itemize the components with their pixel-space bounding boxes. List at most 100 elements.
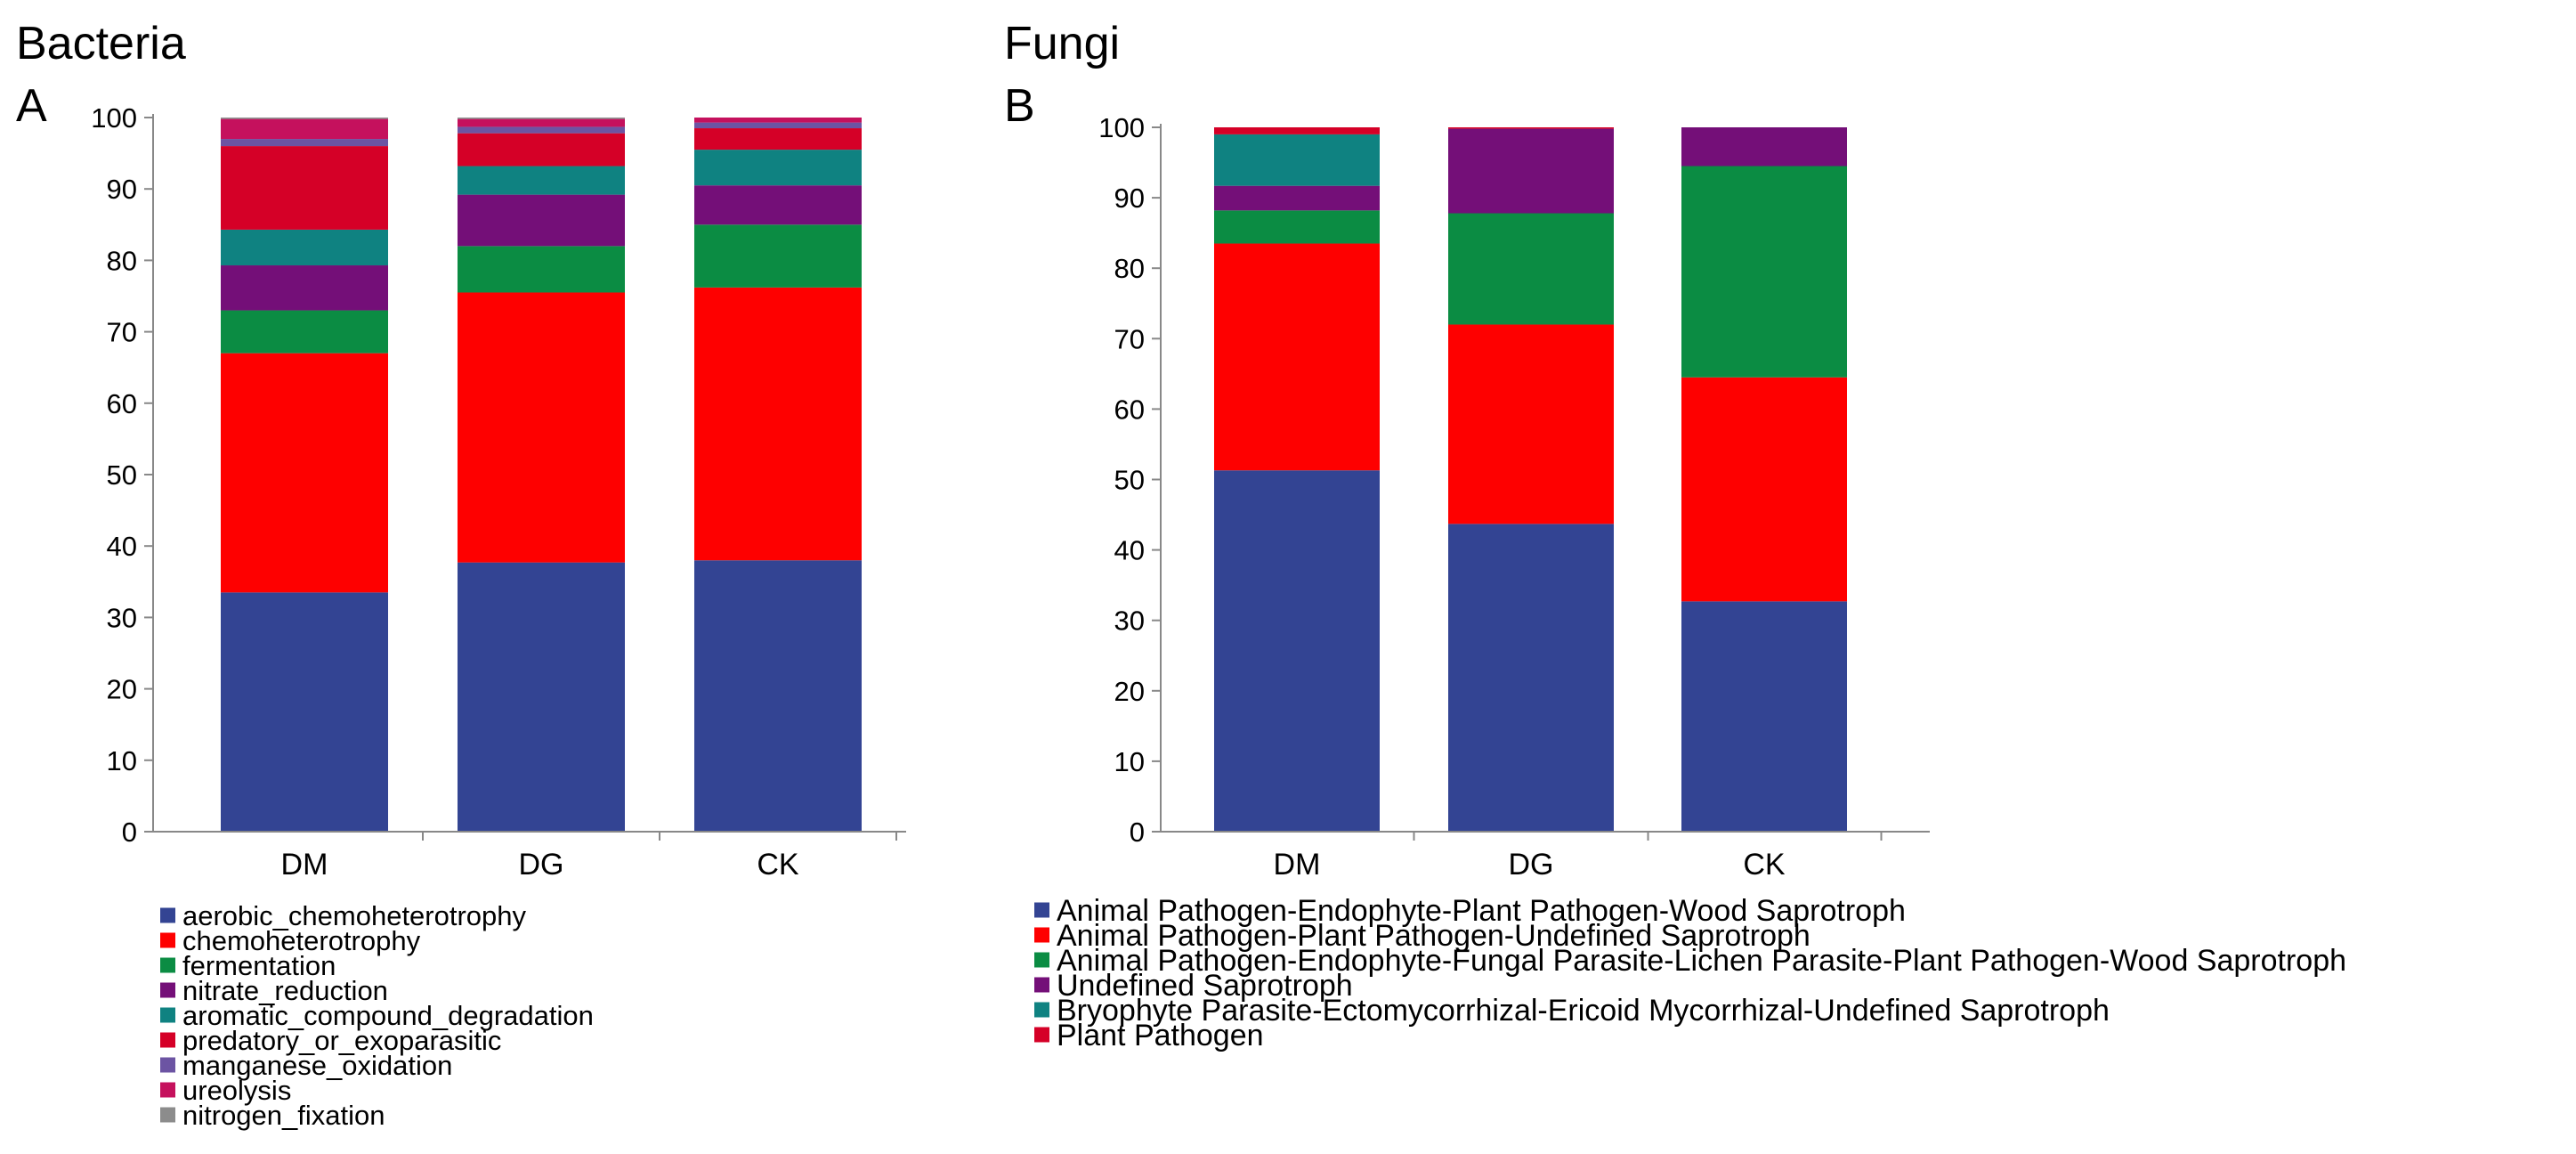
bar-segment-dm-6	[1214, 127, 1380, 134]
bar-segment-dm-5	[221, 229, 388, 266]
legend-swatch	[1034, 952, 1049, 968]
legend-swatch	[1034, 927, 1049, 943]
bacteria-legend: aerobic_chemoheterotrophychemoheterotrop…	[160, 900, 594, 1131]
legend-entry-label: ureolysis	[182, 1075, 291, 1106]
y-tick-label: 70	[1114, 323, 1145, 354]
legend-swatch	[160, 932, 175, 948]
legend-swatch	[1034, 1027, 1049, 1043]
bar-segment-ck-3	[1681, 166, 1847, 378]
bar-segment-ck-1	[694, 560, 862, 832]
bar-segment-dm-8	[221, 118, 388, 140]
y-tick-label: 30	[107, 602, 137, 633]
bar-segment-dm-9	[221, 118, 388, 119]
panel-label-a: A	[16, 80, 47, 132]
fungi-section-title: Fungi	[1004, 18, 1120, 69]
x-tick-label-dg: DG	[1509, 848, 1554, 882]
legend-swatch	[160, 1057, 175, 1073]
bar-segment-ck-1	[1681, 601, 1847, 832]
y-tick-label: 90	[107, 174, 137, 205]
legend-entry-label: Undefined Saprotroph	[1057, 969, 1353, 1003]
legend-entry-label: fermentation	[182, 950, 336, 981]
legend-entry-label: Animal Pathogen-Endophyte-Plant Pathogen…	[1057, 894, 1906, 928]
bar-segment-ck-5	[694, 150, 862, 186]
bacteria-section-title: Bacteria	[16, 18, 186, 69]
y-tick-label: 60	[107, 388, 137, 419]
bar-segment-ck-4	[1681, 127, 1847, 167]
bar-segment-dm-2	[1214, 243, 1380, 471]
x-tick-label-ck: CK	[1743, 848, 1786, 882]
bar-segment-dg-1	[458, 562, 625, 832]
bar-segment-dm-4	[1214, 185, 1380, 211]
bar-segment-ck-2	[1681, 377, 1847, 602]
legend-entry-label: aromatic_compound_degradation	[182, 1000, 594, 1031]
panel-label-b: B	[1004, 80, 1035, 132]
bar-segment-ck-6	[694, 128, 862, 150]
bar-segment-dm-7	[221, 139, 388, 147]
bar-segment-dg-2	[1448, 324, 1614, 524]
y-tick-label: 50	[107, 459, 137, 491]
legend-swatch	[160, 1007, 175, 1023]
legend-entry-label: manganese_oxidation	[182, 1050, 452, 1081]
y-tick-label: 80	[1114, 253, 1145, 284]
y-tick-label: 90	[1114, 183, 1145, 214]
bar-segment-ck-4	[694, 185, 862, 225]
bar-segment-dm-2	[221, 353, 388, 593]
y-tick-label: 10	[107, 745, 137, 776]
y-tick-label: 80	[107, 245, 137, 276]
bar-segment-dm-4	[221, 265, 388, 311]
bar-segment-dg-8	[458, 118, 625, 127]
fungi-legend: Animal Pathogen-Endophyte-Plant Pathogen…	[1034, 894, 2346, 1052]
bar-segment-dm-3	[1214, 210, 1380, 244]
legend-entry-label: predatory_or_exoparasitic	[182, 1025, 501, 1056]
x-tick-label-dm: DM	[1274, 848, 1321, 882]
y-tick-label: 0	[122, 817, 137, 848]
y-tick-label: 20	[107, 674, 137, 705]
fungi-panel: Fungi B 0 10 20 30 40 50 60 70 80 90 100 DM DG CK Ani…	[1004, 18, 2346, 1052]
bar-segment-dg-4	[1448, 128, 1614, 214]
bar-segment-ck-3	[694, 224, 862, 288]
y-tick-label: 70	[107, 317, 137, 348]
legend-entry-label: Plant Pathogen	[1057, 1019, 1264, 1052]
legend-swatch	[1034, 902, 1049, 918]
y-tick-label: 60	[1114, 394, 1145, 425]
bar-segment-dg-3	[458, 246, 625, 293]
bar-segment-dg-7	[458, 126, 625, 134]
bar-segment-dm-6	[221, 146, 388, 230]
legend-entry-label: nitrate_reduction	[182, 975, 388, 1006]
bacteria-chart: 0 10 20 30 40 50 60 70 80 90 100 DM DG CK	[91, 102, 906, 882]
legend-entry-label: chemoheterotrophy	[182, 925, 421, 956]
legend-swatch	[1034, 1002, 1049, 1018]
y-tick-label: 40	[107, 531, 137, 562]
legend-entry-label: Bryophyte Parasite-Ectomycorrhizal-Erico…	[1057, 994, 2110, 1028]
legend-swatch	[160, 1107, 175, 1123]
legend-entry-label: aerobic_chemoheterotrophy	[182, 900, 527, 931]
bar-segment-dg-1	[1448, 524, 1614, 832]
y-tick-label: 0	[1130, 817, 1145, 848]
y-tick-label: 20	[1114, 676, 1145, 707]
legend-swatch	[160, 907, 175, 923]
bar-segment-dg-6	[458, 133, 625, 167]
legend-swatch	[1034, 977, 1049, 993]
x-tick-label-dm: DM	[281, 848, 328, 882]
legend-entry-label: Animal Pathogen-Plant Pathogen-Undefined…	[1057, 919, 1810, 953]
bar-segment-ck-8	[694, 118, 862, 123]
y-tick-label: 100	[1098, 112, 1145, 143]
legend-swatch	[160, 1032, 175, 1048]
bar-segment-dm-3	[221, 310, 388, 354]
legend-swatch	[160, 1082, 175, 1098]
bar-segment-dg-9	[458, 118, 625, 119]
fungi-chart: 0 10 20 30 40 50 60 70 80 90 100 DM DG CK	[1098, 112, 1930, 882]
bar-segment-dg-4	[458, 194, 625, 247]
bar-segment-dg-5	[458, 166, 625, 195]
legend-swatch	[160, 957, 175, 973]
x-tick-label-ck: CK	[757, 848, 799, 882]
bar-segment-dm-1	[221, 592, 388, 832]
x-tick-label-dg: DG	[519, 848, 564, 882]
y-tick-label: 30	[1114, 605, 1145, 637]
y-tick-label: 100	[91, 102, 137, 134]
bar-segment-dm-5	[1214, 134, 1380, 186]
y-tick-label: 40	[1114, 535, 1145, 566]
bar-segment-dg-6	[1448, 127, 1614, 129]
